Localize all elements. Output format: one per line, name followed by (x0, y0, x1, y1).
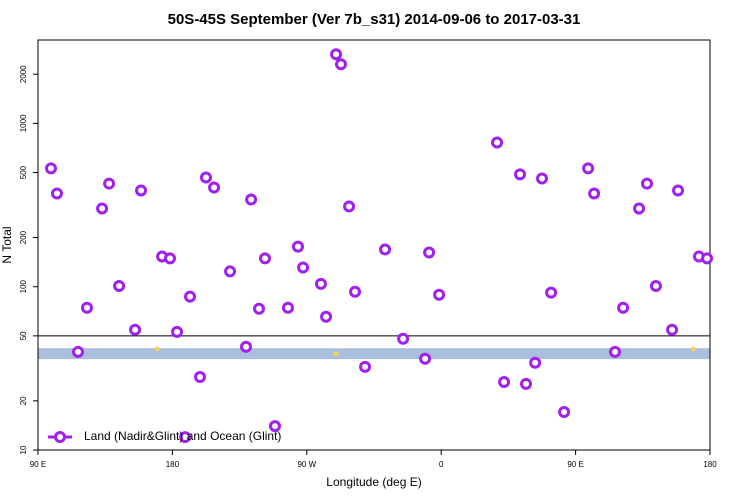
point (258, 252, 271, 265)
y-axis-label: N Total (0, 226, 14, 263)
x-tick-label: 0 (439, 460, 444, 469)
chart-title: 50S-45S September (Ver 7b_s31) 2014-09-0… (168, 11, 581, 28)
plot-frame (37, 39, 711, 451)
point (701, 252, 714, 265)
point (545, 286, 558, 299)
point (498, 375, 511, 388)
y-tick-label: 500 (19, 165, 28, 179)
point (633, 202, 646, 215)
point (154, 346, 160, 352)
point (690, 346, 696, 352)
point (194, 370, 207, 383)
point (379, 243, 392, 256)
point (268, 420, 281, 433)
y-tick-label: 1000 (19, 114, 28, 132)
point (419, 352, 432, 365)
point (72, 345, 85, 358)
point (582, 162, 595, 175)
point (291, 240, 304, 253)
y-tick-label: 10 (19, 445, 28, 454)
x-tick-label: 90 W (297, 460, 316, 469)
x-tick-label: 180 (166, 460, 180, 469)
point (96, 202, 109, 215)
point (672, 184, 685, 197)
point (617, 301, 630, 314)
point (359, 360, 372, 373)
point (103, 177, 116, 190)
point (609, 345, 622, 358)
point (433, 288, 446, 301)
y-tick-label: 20 (19, 396, 28, 405)
point (245, 193, 258, 206)
point (314, 277, 327, 290)
point (320, 310, 333, 323)
point (297, 261, 310, 274)
point (529, 356, 542, 369)
point (558, 405, 571, 418)
point (588, 187, 601, 200)
legend-label: Land (Nadir&Glint) and Ocean (Glint) (84, 429, 281, 443)
point (330, 48, 343, 61)
point (50, 187, 63, 200)
point (80, 301, 93, 314)
x-tick-label: 90 E (567, 460, 583, 469)
point (113, 279, 126, 292)
point (514, 168, 527, 181)
point (171, 325, 184, 338)
band (38, 348, 710, 360)
point (164, 252, 177, 265)
x-tick-label: 180 (703, 460, 717, 469)
point (44, 162, 57, 175)
point (666, 323, 679, 336)
y-tick-label: 100 (19, 279, 28, 293)
point (240, 340, 253, 353)
point (333, 351, 339, 357)
point (253, 302, 266, 315)
point (536, 172, 548, 185)
point (208, 181, 221, 194)
point (334, 58, 347, 71)
point (200, 171, 212, 184)
x-axis-label: Longitude (deg E) (326, 475, 421, 489)
legend-marker (54, 431, 66, 443)
point (224, 265, 237, 278)
point (349, 285, 362, 298)
point (649, 279, 662, 292)
point (281, 301, 294, 314)
y-tick-label: 200 (19, 230, 28, 244)
point (520, 377, 533, 390)
point (640, 177, 653, 190)
y-tick-label: 50 (19, 331, 28, 340)
point (397, 332, 410, 345)
point (135, 184, 148, 197)
x-tick-label: 90 E (30, 460, 46, 469)
point (129, 323, 142, 336)
point (423, 246, 436, 259)
point (179, 431, 192, 444)
point (184, 290, 197, 303)
point (491, 136, 504, 149)
y-tick-label: 2000 (19, 65, 28, 83)
point (343, 200, 356, 213)
